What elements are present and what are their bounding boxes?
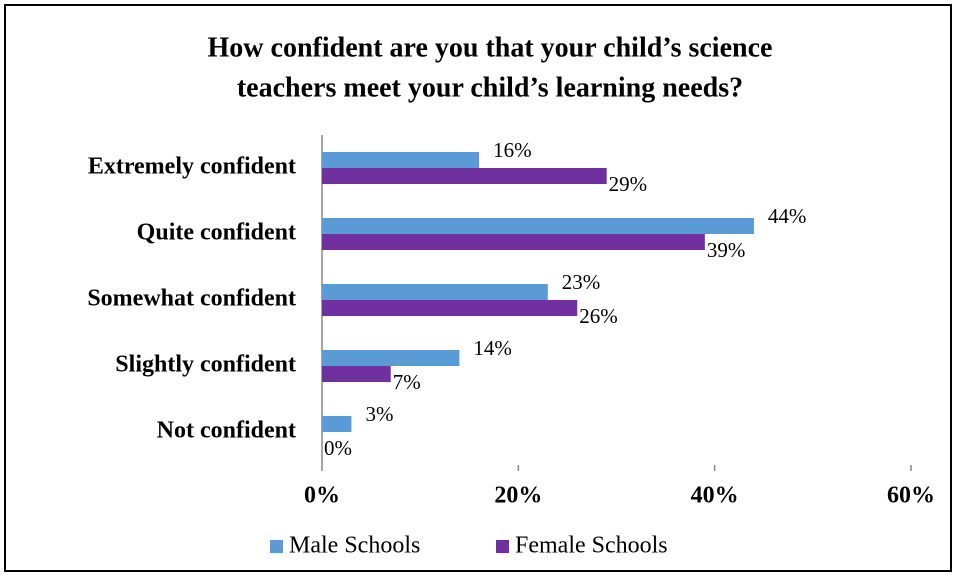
data-label: 44% xyxy=(768,204,807,228)
bar xyxy=(322,284,548,300)
bar xyxy=(322,416,352,432)
y-tick-label: Extremely confident xyxy=(88,154,296,180)
data-label: 0% xyxy=(324,436,352,460)
bar xyxy=(322,366,391,382)
x-tick-label: 40% xyxy=(691,483,739,509)
y-tick-label: Somewhat confident xyxy=(87,286,296,312)
y-tick-label: Not confident xyxy=(157,418,296,444)
data-label: 23% xyxy=(562,270,601,294)
bar xyxy=(322,234,705,250)
legend-swatch xyxy=(496,540,509,553)
bar xyxy=(322,168,607,184)
y-tick-label: Quite confident xyxy=(137,220,296,246)
legend-swatch xyxy=(270,540,283,553)
data-label: 14% xyxy=(473,336,512,360)
x-tick-label: 60% xyxy=(887,483,935,509)
data-label: 7% xyxy=(393,370,421,394)
data-label: 3% xyxy=(365,402,393,426)
chart-title: How confident are you that your child’s … xyxy=(208,32,773,63)
y-tick-label: Slightly confident xyxy=(115,352,296,378)
x-tick-label: 0% xyxy=(304,483,340,509)
bar xyxy=(322,350,460,366)
data-label: 39% xyxy=(707,238,746,262)
bar xyxy=(322,218,754,234)
data-label: 26% xyxy=(579,304,618,328)
bar xyxy=(322,152,480,168)
legend-label: Female Schools xyxy=(515,533,668,559)
data-label: 16% xyxy=(493,138,531,162)
bar xyxy=(322,300,578,316)
legend-label: Male Schools xyxy=(289,533,420,559)
chart-title: teachers meet your child’s learning need… xyxy=(237,72,743,103)
data-label: 29% xyxy=(609,172,648,196)
x-tick-label: 20% xyxy=(494,483,542,509)
